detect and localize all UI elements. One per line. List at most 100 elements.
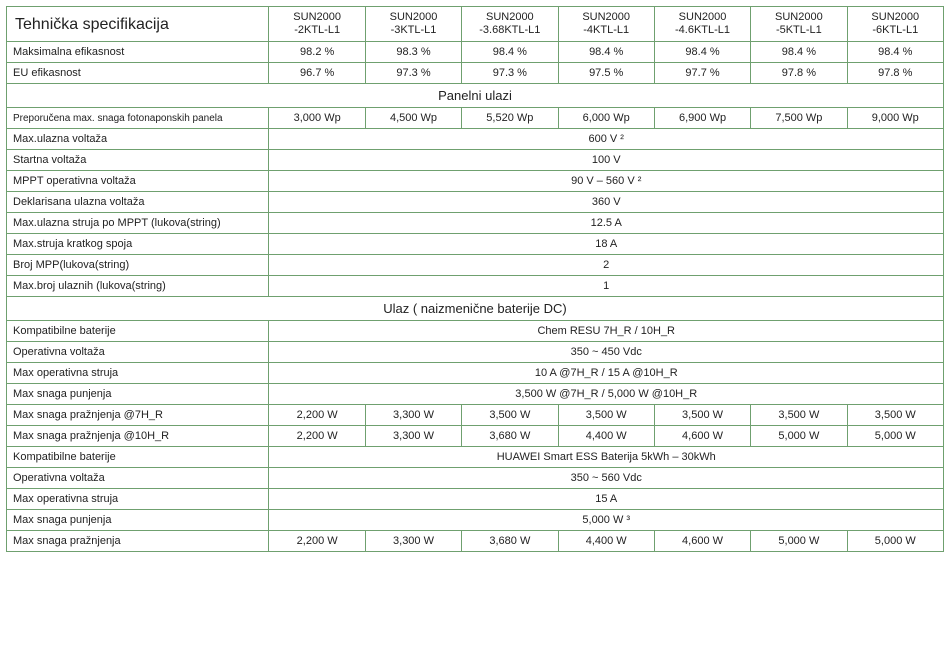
- value-cell: 3,300 W: [365, 405, 461, 426]
- merged-cell: 90 V – 560 V ²: [269, 171, 944, 192]
- table-row: Max snaga pražnjenja @7H_R2,200 W3,300 W…: [7, 405, 944, 426]
- table-body: Maksimalna efikasnost98.2 %98.3 %98.4 %9…: [7, 42, 944, 552]
- row-label: Startna voltaža: [7, 150, 269, 171]
- row-label: Kompatibilne baterije: [7, 447, 269, 468]
- table-head: Tehnička specifikacija SUN2000 -2KTL-L1 …: [7, 7, 944, 42]
- value-cell: 98.4 %: [558, 42, 654, 63]
- spec-table: Tehnička specifikacija SUN2000 -2KTL-L1 …: [6, 6, 944, 552]
- table-row: Preporučena max. snaga fotonaponskih pan…: [7, 108, 944, 129]
- value-cell: 97.3 %: [462, 63, 558, 84]
- value-cell: 98.4 %: [654, 42, 750, 63]
- value-cell: 3,500 W: [847, 405, 943, 426]
- value-cell: 97.8 %: [751, 63, 847, 84]
- row-label: Operativna voltaža: [7, 468, 269, 489]
- value-cell: 5,520 Wp: [462, 108, 558, 129]
- value-cell: 98.2 %: [269, 42, 365, 63]
- table-row: Max snaga punjenja3,500 W @7H_R / 5,000 …: [7, 384, 944, 405]
- model-header: SUN2000 -4KTL-L1: [558, 7, 654, 42]
- table-row: Max snaga pražnjenja @10H_R2,200 W3,300 …: [7, 426, 944, 447]
- table-row: Kompatibilne baterijeHUAWEI Smart ESS Ba…: [7, 447, 944, 468]
- value-cell: 3,500 W: [558, 405, 654, 426]
- value-cell: 5,000 W: [751, 426, 847, 447]
- section-header: Ulaz ( naizmenične baterije DC): [7, 297, 944, 321]
- row-label: Max.broj ulaznih (lukova(string): [7, 276, 269, 297]
- value-cell: 97.8 %: [847, 63, 943, 84]
- table-row: Max.struja kratkog spoja18 A: [7, 234, 944, 255]
- row-label: Max snaga pražnjenja @10H_R: [7, 426, 269, 447]
- merged-cell: 350 ~ 560 Vdc: [269, 468, 944, 489]
- value-cell: 98.4 %: [462, 42, 558, 63]
- merged-cell: 5,000 W ³: [269, 510, 944, 531]
- value-cell: 4,500 Wp: [365, 108, 461, 129]
- table-row: Max snaga punjenja5,000 W ³: [7, 510, 944, 531]
- value-cell: 3,500 W: [462, 405, 558, 426]
- merged-cell: 10 A @7H_R / 15 A @10H_R: [269, 363, 944, 384]
- table-row: Maksimalna efikasnost98.2 %98.3 %98.4 %9…: [7, 42, 944, 63]
- table-row: MPPT operativna voltaža90 V – 560 V ²: [7, 171, 944, 192]
- section-header: Panelni ulazi: [7, 84, 944, 108]
- table-row: Max snaga pražnjenja2,200 W3,300 W3,680 …: [7, 531, 944, 552]
- model-header: SUN2000 -5KTL-L1: [751, 7, 847, 42]
- row-label: Max snaga pražnjenja: [7, 531, 269, 552]
- value-cell: 3,500 W: [751, 405, 847, 426]
- row-label: Operativna voltaža: [7, 342, 269, 363]
- value-cell: 97.7 %: [654, 63, 750, 84]
- value-cell: 5,000 W: [847, 426, 943, 447]
- value-cell: 3,500 W: [654, 405, 750, 426]
- value-cell: 3,680 W: [462, 531, 558, 552]
- row-label: Broj MPP(lukova(string): [7, 255, 269, 276]
- value-cell: 4,600 W: [654, 426, 750, 447]
- value-cell: 96.7 %: [269, 63, 365, 84]
- value-cell: 2,200 W: [269, 426, 365, 447]
- value-cell: 6,900 Wp: [654, 108, 750, 129]
- table-row: Max operativna struja10 A @7H_R / 15 A @…: [7, 363, 944, 384]
- merged-cell: 1: [269, 276, 944, 297]
- row-label: Maksimalna efikasnost: [7, 42, 269, 63]
- value-cell: 4,400 W: [558, 531, 654, 552]
- row-label: Max snaga punjenja: [7, 384, 269, 405]
- row-label: MPPT operativna voltaža: [7, 171, 269, 192]
- value-cell: 5,000 W: [847, 531, 943, 552]
- row-label: Max.ulazna struja po MPPT (lukova(string…: [7, 213, 269, 234]
- merged-cell: Chem RESU 7H_R / 10H_R: [269, 321, 944, 342]
- row-label: Max operativna struja: [7, 489, 269, 510]
- row-label: Max.struja kratkog spoja: [7, 234, 269, 255]
- merged-cell: 100 V: [269, 150, 944, 171]
- value-cell: 2,200 W: [269, 531, 365, 552]
- row-label: Preporučena max. snaga fotonaponskih pan…: [7, 108, 269, 129]
- merged-cell: 12.5 A: [269, 213, 944, 234]
- row-label: Max snaga punjenja: [7, 510, 269, 531]
- table-row: Operativna voltaža350 ~ 450 Vdc: [7, 342, 944, 363]
- model-header: SUN2000 -2KTL-L1: [269, 7, 365, 42]
- value-cell: 98.4 %: [847, 42, 943, 63]
- row-label: Deklarisana ulazna voltaža: [7, 192, 269, 213]
- model-header: SUN2000 -3KTL-L1: [365, 7, 461, 42]
- merged-cell: 18 A: [269, 234, 944, 255]
- merged-cell: 360 V: [269, 192, 944, 213]
- table-row: EU efikasnost96.7 %97.3 %97.3 %97.5 %97.…: [7, 63, 944, 84]
- value-cell: 5,000 W: [751, 531, 847, 552]
- row-label: Max.ulazna voltaža: [7, 129, 269, 150]
- row-label: Max operativna struja: [7, 363, 269, 384]
- table-row: Max operativna struja15 A: [7, 489, 944, 510]
- table-row: Operativna voltaža350 ~ 560 Vdc: [7, 468, 944, 489]
- merged-cell: 350 ~ 450 Vdc: [269, 342, 944, 363]
- table-row: Kompatibilne baterijeChem RESU 7H_R / 10…: [7, 321, 944, 342]
- table-row: Broj MPP(lukova(string)2: [7, 255, 944, 276]
- merged-cell: 2: [269, 255, 944, 276]
- merged-cell: 15 A: [269, 489, 944, 510]
- row-label: EU efikasnost: [7, 63, 269, 84]
- table-row: Max.broj ulaznih (lukova(string)1: [7, 276, 944, 297]
- row-label: Kompatibilne baterije: [7, 321, 269, 342]
- model-header: SUN2000 -6KTL-L1: [847, 7, 943, 42]
- value-cell: 6,000 Wp: [558, 108, 654, 129]
- table-row: Startna voltaža100 V: [7, 150, 944, 171]
- value-cell: 98.4 %: [751, 42, 847, 63]
- model-header: SUN2000 -4.6KTL-L1: [654, 7, 750, 42]
- value-cell: 98.3 %: [365, 42, 461, 63]
- merged-cell: 3,500 W @7H_R / 5,000 W @10H_R: [269, 384, 944, 405]
- value-cell: 4,400 W: [558, 426, 654, 447]
- value-cell: 7,500 Wp: [751, 108, 847, 129]
- value-cell: 3,680 W: [462, 426, 558, 447]
- value-cell: 9,000 Wp: [847, 108, 943, 129]
